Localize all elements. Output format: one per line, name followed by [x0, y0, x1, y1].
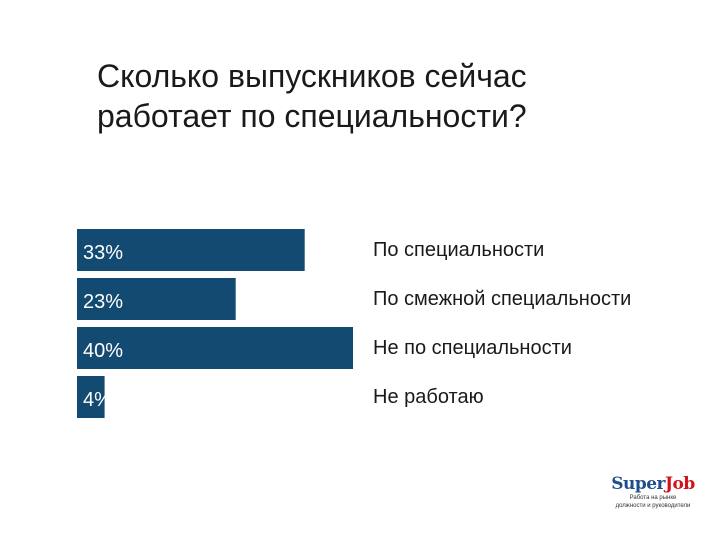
- logo-tagline-2: должности и руководители: [615, 503, 691, 509]
- logo-job-text: Job: [665, 474, 695, 494]
- bar-2: [77, 278, 236, 320]
- category-label-2: По смежной специальности: [373, 288, 631, 310]
- page-title: Сколько выпускников сейчас работает по с…: [97, 56, 657, 136]
- bar-value-label-1: 33%: [83, 242, 123, 264]
- bar-3: [77, 327, 353, 369]
- category-label-3: Не по специальности: [373, 337, 572, 359]
- logo-tagline-1: Работа на рынке: [629, 495, 677, 501]
- bar-value-label-3: 40%: [83, 340, 123, 362]
- bar-1: [77, 229, 305, 271]
- category-label-1: По специальности: [373, 239, 544, 261]
- superjob-logo: SuperJob Работа на рынке должности и рук…: [608, 474, 698, 524]
- title-line-2: работает по специальности?: [97, 98, 527, 134]
- logo-wordmark: SuperJob: [608, 474, 698, 494]
- category-label-4: Не работаю: [373, 386, 484, 408]
- bar-value-label-2: 23%: [83, 291, 123, 313]
- bar-4: [77, 376, 105, 418]
- bar-value-label-4: 4%: [83, 389, 112, 411]
- title-line-1: Сколько выпускников сейчас: [97, 58, 527, 94]
- logo-super-text: Super: [611, 474, 665, 494]
